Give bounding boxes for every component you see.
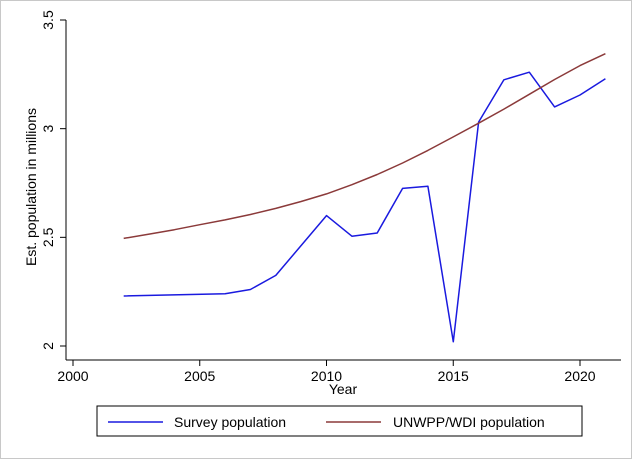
x-tick-label: 2020 [564, 368, 595, 384]
legend-label-2: UNWPP/WDI population [393, 414, 545, 430]
x-tick-label: 2015 [438, 368, 469, 384]
legend: Survey population UNWPP/WDI population [96, 405, 583, 437]
x-axis-title: Year [329, 381, 358, 397]
series-line-1 [123, 71, 606, 343]
series-layer [123, 53, 606, 343]
y-tick-label: 2.5 [40, 227, 56, 247]
legend-box [96, 405, 583, 437]
legend-label-1: Survey population [174, 414, 286, 430]
x-tick-label: 2000 [57, 368, 88, 384]
y-tick-label: 3.5 [40, 10, 56, 30]
axes: 2000 2005 2010 2015 2020 2 2.5 3 3.5 [40, 10, 621, 384]
y-tick-label: 2 [40, 342, 56, 350]
x-tick-label: 2010 [311, 368, 342, 384]
series-line-2 [123, 53, 606, 240]
x-tick-label: 2005 [184, 368, 215, 384]
y-axis-title: Est. population in millions [23, 108, 39, 266]
y-tick-label: 3 [40, 125, 56, 133]
